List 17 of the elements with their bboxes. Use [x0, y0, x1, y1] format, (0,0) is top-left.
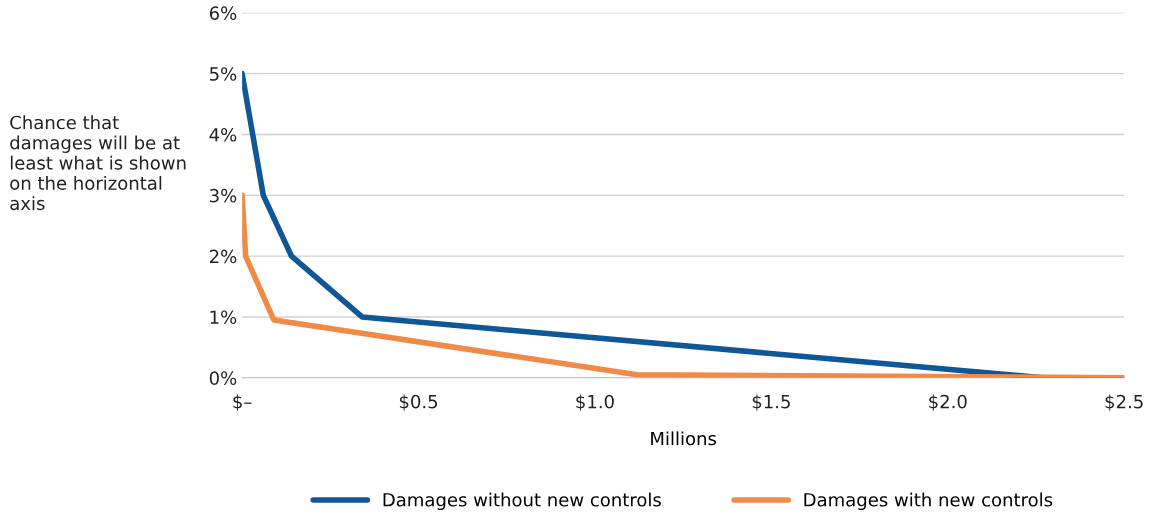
y-tick-label: 4%: [209, 127, 237, 142]
x-tick-label: $–: [233, 394, 252, 411]
legend-label: Damages without new controls: [383, 492, 661, 511]
x-tick-label: $1.5: [752, 394, 790, 411]
y-tick-label: 3%: [210, 188, 237, 203]
y-tick-label: 1%: [210, 310, 237, 325]
y-axis-title: Chance that damages will be at least what is shown on the horizontal axis: [10, 115, 186, 211]
y-tick-label: 6%: [209, 6, 237, 20]
y-tick-label: 0%: [209, 371, 237, 385]
legend-label: Damages with new controls: [804, 492, 1053, 511]
y-tick-label: 5%: [210, 67, 237, 81]
x-tick-label: $2.0: [929, 394, 967, 411]
x-tick-label: $2.5: [1105, 394, 1143, 411]
x-tick-label: $0.5: [399, 394, 438, 411]
y-tick-label: 2%: [209, 249, 237, 264]
x-axis-title: Millions: [651, 431, 717, 446]
x-tick-label: $1.0: [576, 394, 614, 411]
